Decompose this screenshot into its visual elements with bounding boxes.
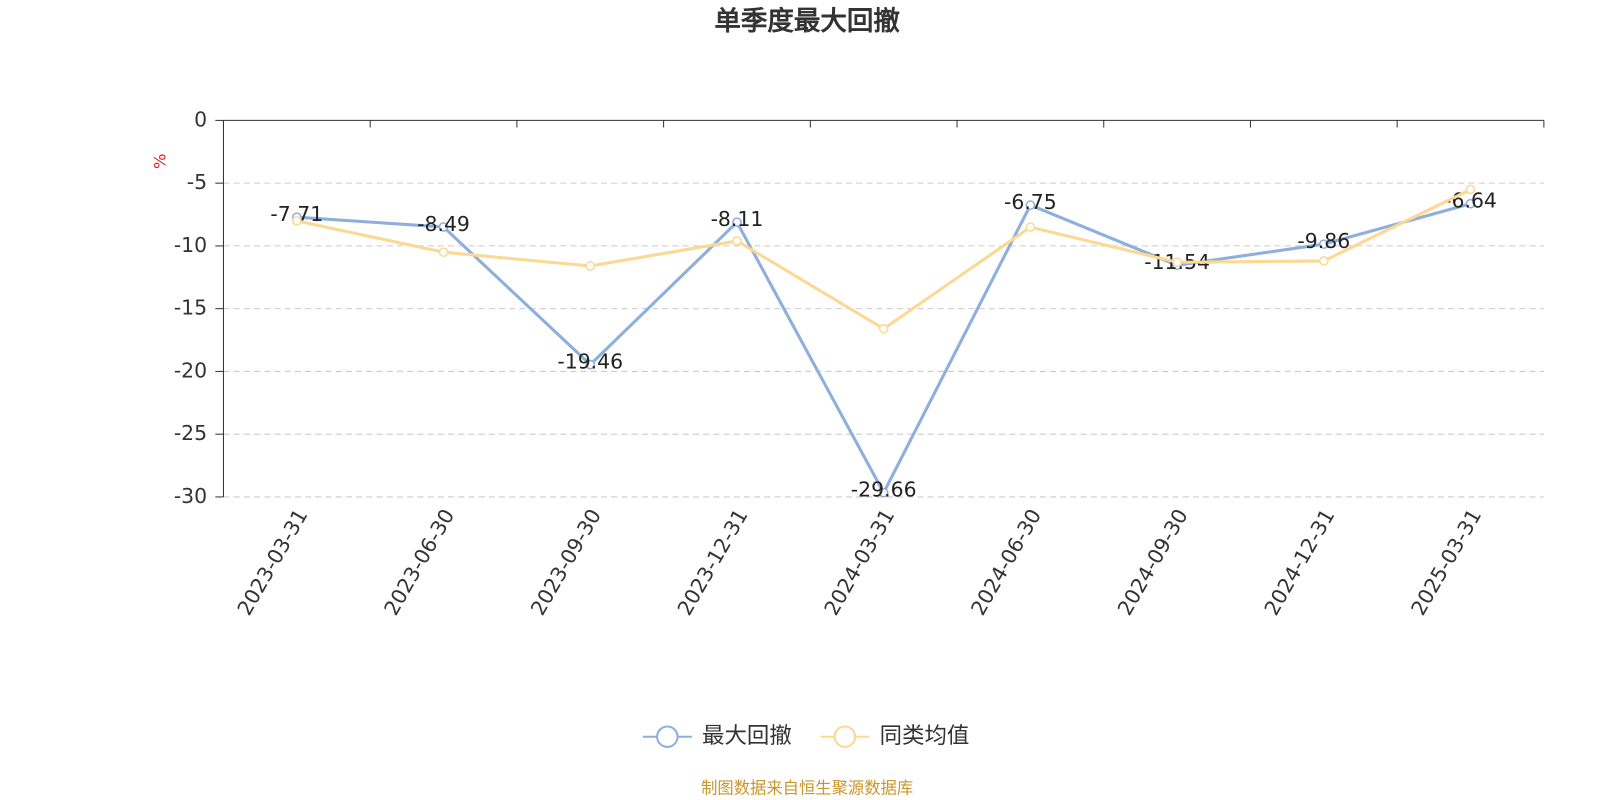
data-point bbox=[291, 215, 302, 226]
data-point bbox=[585, 261, 596, 271]
x-tick-label: 2024-09-30 bbox=[1113, 505, 1193, 620]
series-line bbox=[296, 188, 1472, 331]
data-label: -8.11 bbox=[711, 207, 764, 231]
data-label: -8.49 bbox=[417, 212, 470, 236]
legend-marker bbox=[656, 725, 679, 748]
data-point bbox=[1318, 239, 1329, 250]
data-point bbox=[878, 487, 889, 498]
x-tick-label: 2024-12-31 bbox=[1259, 505, 1339, 620]
legend-marker bbox=[833, 725, 857, 748]
data-point bbox=[878, 323, 889, 334]
data-label: -9.86 bbox=[1297, 229, 1350, 253]
data-point bbox=[1465, 198, 1476, 209]
chart-title: 单季度最大回撤 bbox=[714, 6, 900, 37]
data-point bbox=[732, 217, 742, 228]
data-point bbox=[1172, 257, 1182, 268]
y-tick-label: -10 bbox=[174, 233, 207, 257]
data-label: -19.46 bbox=[557, 350, 623, 374]
y-axis-label: % bbox=[151, 153, 170, 169]
data-point bbox=[1025, 200, 1036, 210]
legend-label: 最大回撤 bbox=[702, 723, 792, 749]
x-tick-label: 2024-06-30 bbox=[966, 505, 1046, 620]
data-point bbox=[438, 247, 449, 258]
y-tick-label: -30 bbox=[174, 484, 207, 508]
source-note: 制图数据来自恒生聚源数据库 bbox=[701, 778, 913, 797]
y-tick-label: -25 bbox=[174, 421, 207, 445]
data-point bbox=[732, 236, 742, 246]
data-point bbox=[1025, 222, 1036, 232]
data-point bbox=[438, 222, 449, 232]
y-tick-label: 0 bbox=[194, 107, 207, 131]
y-tick-label: -15 bbox=[174, 296, 207, 320]
x-tick-label: 2023-12-31 bbox=[673, 505, 753, 620]
data-label: -6.75 bbox=[1004, 190, 1057, 214]
data-point bbox=[1318, 256, 1329, 266]
series-line bbox=[296, 202, 1471, 496]
x-tick-label: 2023-06-30 bbox=[379, 505, 459, 620]
x-tick-label: 2023-09-30 bbox=[526, 505, 606, 620]
x-tick-label: 2023-03-31 bbox=[232, 505, 312, 620]
data-point bbox=[1465, 184, 1476, 195]
legend-label: 同类均值 bbox=[880, 723, 970, 749]
y-tick-label: -5 bbox=[187, 170, 207, 194]
data-label: -29.66 bbox=[851, 478, 917, 502]
y-tick-label: -20 bbox=[174, 358, 207, 382]
data-point bbox=[585, 359, 596, 370]
x-tick-label: 2024-03-31 bbox=[819, 505, 899, 620]
x-tick-label: 2025-03-31 bbox=[1406, 505, 1486, 620]
